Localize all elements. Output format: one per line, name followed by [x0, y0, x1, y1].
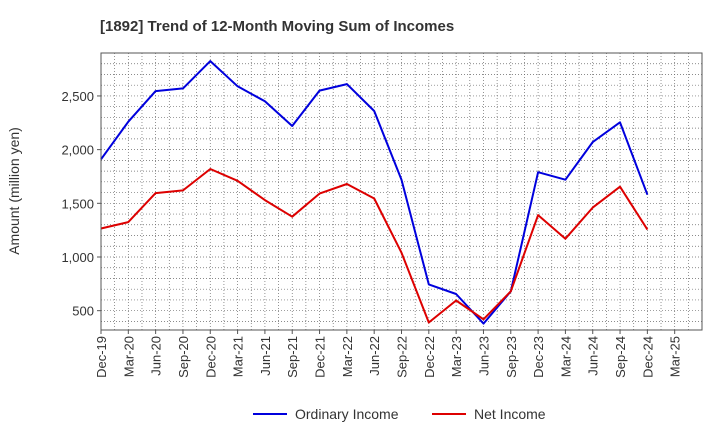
x-ticks: Dec-19 Mar-20 Jun-20 Sep-20 Dec-20 Mar-21 Jun-… [94, 330, 683, 378]
y-tick-label: 1,500 [61, 196, 94, 211]
legend-label-ordinary-income: Ordinary Income [295, 406, 399, 422]
x-tick-label: Jun-23 [476, 336, 491, 376]
y-tick-label: 2,500 [61, 89, 94, 104]
y-axis-label: Amount (million yen) [6, 127, 22, 255]
x-tick-label: Sep-21 [285, 336, 300, 378]
y-tick-label: 1,000 [61, 250, 94, 265]
chart-title: [1892] Trend of 12-Month Moving Sum of I… [100, 18, 454, 35]
x-tick-label: Jun-21 [258, 336, 273, 376]
x-tick-label: Dec-22 [422, 336, 437, 378]
grid [101, 53, 702, 330]
y-tick-label: 2,000 [61, 143, 94, 158]
series-line-net-income [100, 168, 649, 324]
series-line-ordinary-income [100, 60, 649, 325]
x-tick-label: Dec-19 [94, 336, 109, 378]
x-tick-label: Jun-20 [149, 336, 164, 376]
y-ticks: 500 1,000 1,500 2,000 2,500 [61, 89, 101, 319]
x-tick-label: Jun-22 [367, 336, 382, 376]
x-tick-label: Sep-23 [504, 336, 519, 378]
x-tick-label: Sep-22 [395, 336, 410, 378]
x-tick-label: Sep-24 [613, 336, 628, 378]
x-tick-label: Dec-21 [313, 336, 328, 378]
x-tick-label: Jun-24 [586, 336, 601, 376]
x-tick-label: Dec-20 [203, 336, 218, 378]
x-tick-label: Mar-22 [340, 336, 355, 377]
x-tick-label: Mar-20 [121, 336, 136, 377]
legend: Ordinary Income Net Income [253, 406, 546, 422]
y-tick-label: 500 [72, 304, 94, 319]
x-tick-label: Mar-21 [231, 336, 246, 377]
x-tick-label: Mar-23 [449, 336, 464, 377]
x-tick-label: Dec-23 [531, 336, 546, 378]
x-tick-label: Dec-24 [640, 336, 655, 378]
legend-label-net-income: Net Income [474, 406, 546, 422]
x-tick-label: Mar-25 [668, 336, 683, 377]
x-tick-label: Sep-20 [176, 336, 191, 378]
x-tick-label: Mar-24 [558, 336, 573, 377]
